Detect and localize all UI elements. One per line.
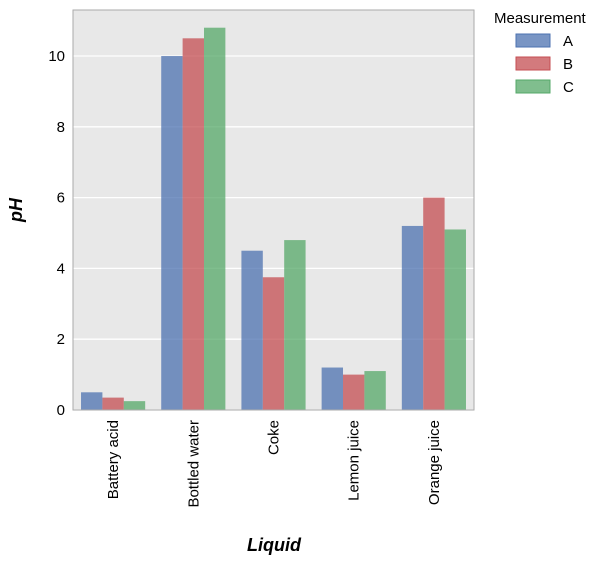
bar-b-coke xyxy=(262,277,285,410)
legend-label-b: B xyxy=(563,56,573,73)
legend: Measurement ABC xyxy=(494,10,587,96)
x-axis: Battery acid Bottled water Coke Lemon juice… xyxy=(105,420,443,508)
bar-a-battery-acid xyxy=(81,392,103,410)
bar-c-orange-juice xyxy=(444,229,466,410)
y-tick-label: 2 xyxy=(57,331,65,348)
x-tick-label: Bottled water xyxy=(185,420,202,508)
bar-c-lemon-juice xyxy=(364,371,386,410)
bar-c-bottled-water xyxy=(203,27,226,410)
x-tick-label: Lemon juice xyxy=(346,420,363,501)
legend-swatch-a xyxy=(515,33,551,48)
legend-label-a: A xyxy=(563,33,573,50)
bar-b-orange-juice xyxy=(423,197,445,410)
legend-swatch-c xyxy=(515,79,551,94)
y-tick-label: 6 xyxy=(57,190,65,207)
bar-a-bottled-water xyxy=(161,56,183,410)
legend-swatch-b xyxy=(515,56,551,71)
x-tick-label: Coke xyxy=(266,420,283,455)
y-tick-label: 4 xyxy=(57,260,65,277)
plot-frame xyxy=(72,9,475,411)
bar-c-battery-acid xyxy=(123,401,146,410)
bar-c-coke xyxy=(284,240,306,410)
bar-a-lemon-juice xyxy=(321,367,344,410)
bar-b-battery-acid xyxy=(102,397,124,410)
bar-a-coke xyxy=(241,250,263,410)
y-tick-label: 10 xyxy=(48,48,65,65)
x-tick-label: Orange juice xyxy=(426,420,443,505)
y-tick-label: 8 xyxy=(57,119,65,136)
legend-label-c: C xyxy=(563,79,574,96)
x-tick-label: Battery acid xyxy=(105,420,122,499)
y-tick-label: 0 xyxy=(57,402,65,419)
bar-b-lemon-juice xyxy=(343,374,365,410)
x-axis-title: Liquid xyxy=(247,535,302,555)
bar-a-orange-juice xyxy=(401,225,424,410)
y-axis: 0 2 4 6 8 10 xyxy=(48,48,65,419)
bar-b-bottled-water xyxy=(182,38,204,411)
legend-title: Measurement xyxy=(494,10,587,27)
y-axis-title: pH xyxy=(6,197,26,223)
bars xyxy=(81,27,466,411)
